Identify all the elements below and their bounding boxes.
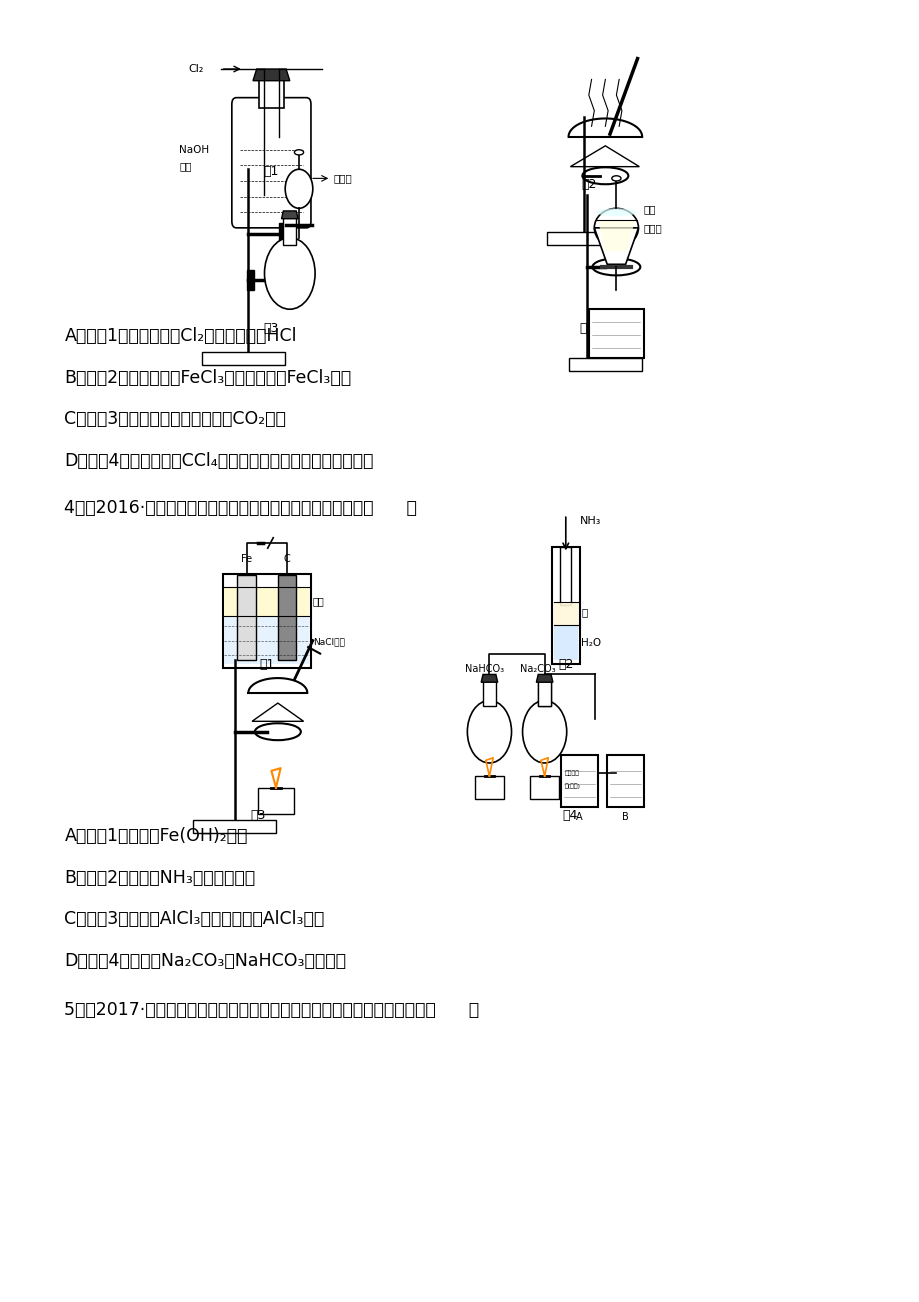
Text: C．用图3所示装置制取少量纯净的CO₂气体: C．用图3所示装置制取少量纯净的CO₂气体 (64, 410, 286, 428)
Text: NaCl溶液: NaCl溶液 (312, 638, 345, 646)
Text: D．用图4所示装置分离CCl₄萤取碘水后已分层的有机层和水层: D．用图4所示装置分离CCl₄萤取碘水后已分层的有机层和水层 (64, 452, 373, 470)
Bar (202, 352, 285, 365)
Bar (474, 776, 504, 799)
Bar (237, 575, 255, 660)
FancyBboxPatch shape (232, 98, 311, 228)
Bar (193, 820, 276, 833)
Bar (222, 574, 311, 668)
Bar (588, 309, 643, 358)
Bar (538, 680, 550, 706)
Ellipse shape (265, 237, 314, 309)
Text: 4．（2016·淮安调研）下列实验装置能达到相应实验目的是（      ）: 4．（2016·淮安调研）下列实验装置能达到相应实验目的是（ ） (64, 499, 417, 517)
Polygon shape (253, 69, 289, 81)
Text: 有机层: 有机层 (643, 223, 662, 233)
Bar (278, 575, 296, 660)
Polygon shape (597, 220, 634, 251)
Text: 汽油: 汽油 (312, 596, 324, 607)
Text: C: C (283, 553, 290, 564)
Polygon shape (536, 674, 552, 682)
Ellipse shape (467, 700, 511, 763)
Text: 水(足量): 水(足量) (564, 784, 580, 789)
Text: NaOH: NaOH (179, 145, 210, 155)
Text: Cl₂: Cl₂ (188, 64, 204, 74)
Text: NaHCO₃: NaHCO₃ (464, 664, 504, 674)
Bar (553, 602, 577, 625)
Ellipse shape (522, 700, 566, 763)
Bar (568, 358, 641, 371)
Text: 稀盐酸: 稀盐酸 (334, 173, 352, 184)
Text: 苯: 苯 (581, 607, 587, 617)
Ellipse shape (594, 208, 638, 247)
Bar (283, 216, 296, 245)
Text: 图1: 图1 (259, 658, 274, 671)
Text: 图4: 图4 (579, 322, 594, 335)
Polygon shape (594, 228, 638, 264)
Text: 5．（2017·江苏天一中学高三月考）下列操作或装置能达到实验目的的是（      ）: 5．（2017·江苏天一中学高三月考）下列操作或装置能达到实验目的的是（ ） (64, 1001, 479, 1019)
Bar (224, 587, 309, 616)
Text: 图3: 图3 (264, 322, 278, 335)
Bar (224, 616, 309, 664)
Text: Fe: Fe (241, 553, 252, 564)
Text: 纯碱: 纯碱 (271, 279, 283, 289)
Text: 图2: 图2 (558, 658, 573, 671)
Text: NH₃: NH₃ (579, 516, 600, 526)
Polygon shape (281, 211, 298, 219)
Bar (529, 776, 559, 799)
Bar (547, 232, 630, 245)
Text: 澄清石灰: 澄清石灰 (564, 771, 579, 776)
Text: A: A (575, 812, 583, 823)
Bar (482, 680, 495, 706)
Text: 水层: 水层 (643, 204, 656, 215)
Text: D．用图4装置比较Na₂CO₃与NaHCO₃的稳定性: D．用图4装置比较Na₂CO₃与NaHCO₃的稳定性 (64, 952, 346, 970)
Text: C．用图3装置蒸干AlCl₃饱和溶液制备AlCl₃晶体: C．用图3装置蒸干AlCl₃饱和溶液制备AlCl₃晶体 (64, 910, 324, 928)
Text: A．用图1装置制取Fe(OH)₂沉淠: A．用图1装置制取Fe(OH)₂沉淠 (64, 827, 247, 845)
Text: 图2: 图2 (581, 178, 596, 191)
Text: Na₂CO₃: Na₂CO₃ (519, 664, 555, 674)
Ellipse shape (611, 176, 620, 181)
Bar (560, 547, 571, 605)
Text: A．用图1所示装置除去Cl₂中含有的少量HCl: A．用图1所示装置除去Cl₂中含有的少量HCl (64, 327, 297, 345)
Ellipse shape (596, 208, 636, 216)
Bar (551, 547, 579, 664)
Ellipse shape (285, 169, 312, 208)
Text: B．用图2所示装置蒸干FeCl₃饱和溶液制备FeCl₃固体: B．用图2所示装置蒸干FeCl₃饱和溶液制备FeCl₃固体 (64, 368, 351, 387)
Text: B: B (621, 812, 629, 823)
Bar (246, 270, 254, 290)
Bar (553, 625, 577, 660)
Polygon shape (481, 674, 497, 682)
Text: 溶液: 溶液 (179, 161, 192, 172)
Bar (278, 223, 286, 243)
Text: 图3: 图3 (250, 809, 265, 822)
Bar (257, 788, 294, 814)
Bar (607, 755, 643, 807)
Text: 图1: 图1 (264, 165, 278, 178)
Text: H₂O: H₂O (581, 638, 601, 648)
Text: B．用图2装置吸收NH₃，并防止倒吸: B．用图2装置吸收NH₃，并防止倒吸 (64, 868, 255, 887)
Bar (258, 79, 284, 108)
Ellipse shape (294, 150, 303, 155)
Text: 图4: 图4 (562, 809, 577, 822)
Bar (538, 682, 550, 706)
Bar (561, 755, 597, 807)
